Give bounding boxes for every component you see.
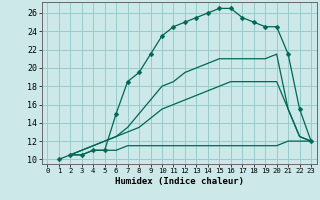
X-axis label: Humidex (Indice chaleur): Humidex (Indice chaleur) <box>115 177 244 186</box>
